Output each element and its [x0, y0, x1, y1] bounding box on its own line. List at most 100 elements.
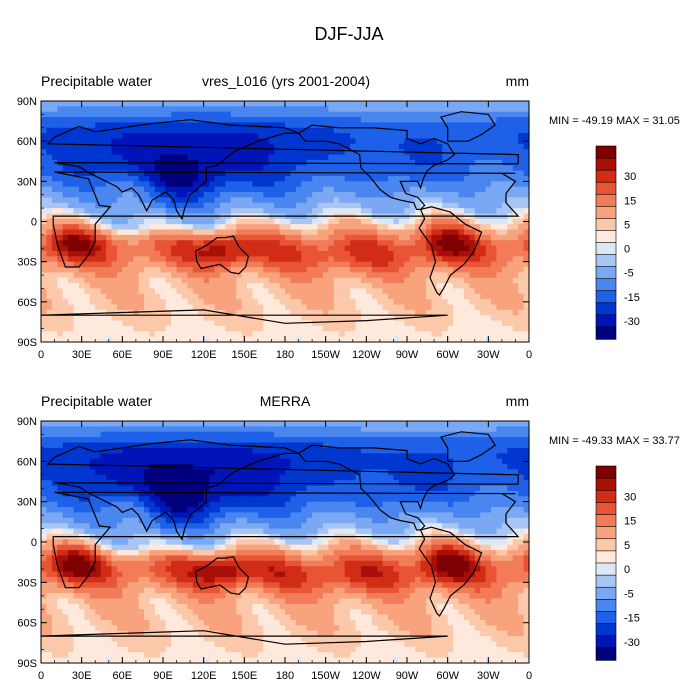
field-cell — [312, 293, 319, 300]
field-cell — [377, 293, 384, 300]
field-cell — [355, 299, 362, 306]
field-cell — [100, 421, 107, 427]
field-cell — [268, 133, 275, 140]
field-cell — [149, 202, 156, 209]
field-cell — [84, 202, 91, 209]
field-cell — [57, 442, 64, 449]
field-cell — [116, 197, 123, 204]
field-cell — [252, 149, 259, 156]
field-cell — [447, 175, 454, 182]
field-cell — [73, 234, 80, 241]
field-cell — [236, 426, 243, 433]
field-cell — [360, 309, 367, 316]
field-cell — [355, 336, 362, 343]
field-cell — [355, 154, 362, 161]
field-cell — [306, 283, 313, 290]
field-cell — [371, 149, 378, 156]
field-cell — [268, 309, 275, 316]
field-cell — [274, 250, 281, 257]
field-cell — [116, 229, 123, 236]
field-cell — [192, 272, 199, 279]
field-cell — [333, 458, 340, 465]
field-cell — [496, 431, 503, 438]
field-cell — [68, 421, 75, 427]
field-cell — [344, 250, 351, 257]
field-cell — [501, 218, 508, 225]
field-cell — [474, 224, 481, 231]
field-cell — [366, 453, 373, 460]
field-cell — [409, 421, 416, 427]
field-cell — [138, 299, 145, 306]
field-cell — [382, 421, 389, 427]
field-cell — [388, 234, 395, 241]
field-cell — [393, 111, 400, 118]
field-cell — [171, 442, 178, 449]
field-cell — [501, 283, 508, 290]
field-cell — [523, 192, 530, 198]
field-cell — [404, 272, 411, 279]
field-cell — [149, 426, 156, 433]
field-cell — [512, 192, 519, 198]
field-cell — [360, 431, 367, 438]
field-cell — [46, 202, 53, 209]
field-cell — [160, 315, 167, 322]
field-cell — [328, 149, 335, 156]
field-cell — [89, 170, 96, 177]
field-cell — [295, 208, 302, 215]
field-cell — [382, 272, 389, 279]
field-cell — [225, 192, 232, 198]
field-cell — [415, 447, 422, 454]
field-cell — [339, 261, 346, 268]
field-cell — [491, 304, 498, 311]
field-cell — [425, 240, 432, 247]
field-cell — [398, 245, 405, 252]
field-cell — [154, 421, 161, 427]
field-cell — [219, 288, 226, 295]
field-cell — [165, 447, 172, 454]
field-cell — [447, 143, 454, 150]
field-cell — [89, 272, 96, 279]
field-cell — [51, 331, 58, 338]
field-cell — [350, 283, 357, 290]
field-cell — [436, 315, 443, 322]
x-tick-label: 150W — [311, 349, 340, 361]
field-cell — [366, 138, 373, 145]
field-cell — [317, 218, 324, 225]
field-cell — [333, 325, 340, 332]
field-cell — [512, 437, 519, 444]
field-cell — [160, 165, 167, 172]
field-cell — [420, 458, 427, 465]
field-cell — [312, 426, 319, 433]
field-cell — [523, 117, 530, 124]
field-cell — [252, 143, 259, 150]
field-cell — [138, 127, 145, 134]
field-cell — [491, 106, 498, 113]
field-cell — [192, 426, 199, 433]
field-cell — [106, 149, 113, 156]
field-cell — [447, 267, 454, 273]
field-cell — [301, 192, 308, 198]
field-cell — [89, 245, 96, 252]
field-cell — [111, 138, 118, 145]
field-cell — [263, 165, 270, 172]
field-cell — [436, 442, 443, 449]
field-cell — [447, 299, 454, 306]
field-cell — [230, 272, 237, 279]
field-cell — [285, 165, 292, 172]
field-cell — [393, 127, 400, 134]
field-cell — [214, 325, 221, 332]
field-cell — [393, 336, 400, 343]
field-cell — [122, 315, 129, 322]
field-cell — [339, 431, 346, 438]
field-cell — [333, 186, 340, 193]
colorbar-segment — [595, 314, 617, 328]
field-cell — [301, 218, 308, 225]
field-cell — [257, 234, 264, 241]
field-cell — [355, 431, 362, 438]
field-cell — [431, 192, 438, 198]
field-cell — [214, 331, 221, 338]
field-cell — [491, 197, 498, 204]
field-cell — [127, 325, 134, 332]
field-cell — [138, 250, 145, 257]
field-cell — [388, 256, 395, 263]
